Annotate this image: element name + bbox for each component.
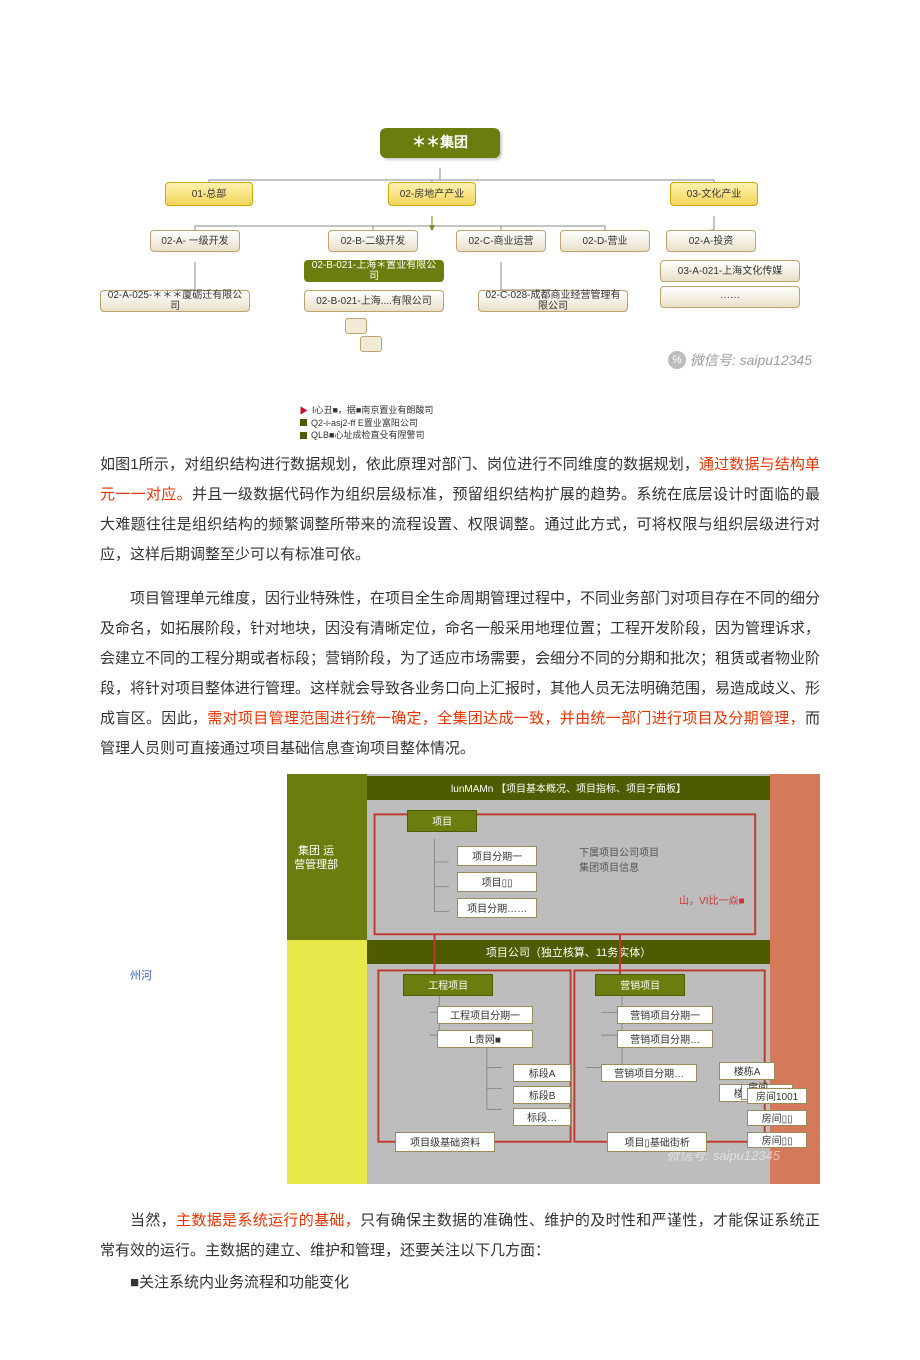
paragraph-3: 当然，主数据是系统运行的基础，只有确保主数据的准确性、维护的及时性和严谨性，才能… (100, 1206, 820, 1266)
fig2-engineering-node: 标段B (513, 1086, 571, 1104)
legend-marker-icon (300, 432, 307, 439)
figure2-side-label: 州河 (130, 967, 187, 983)
org-level1-node: 01-总部 (165, 182, 253, 206)
org-level2-node: 02-C-商业运营 (456, 230, 546, 252)
document-page: ＊＊集团 ℅ 微信号: saipu12345 01-总部 02-房地产产业 03-文… (0, 0, 920, 1360)
wechat-icon: ℅ (668, 351, 686, 369)
fig2-room-node: 房间1001 (747, 1088, 807, 1104)
legend-marker-icon (301, 406, 308, 414)
legend-row: I心丑■，据■南京置业有朗酸司 (300, 404, 820, 417)
legend-row: Q2-i-asj2-ff E置业富阳公司 (300, 417, 820, 430)
org-level4-node: 02-C-028-成都商业经营管理有限公司 (478, 290, 628, 312)
org-level2-node: 02-B-二级开发 (328, 230, 418, 252)
p2-pre: 项目管理单元维度，因行业特殊性，在项目全生命周期管理过程中，不同业务部门对项目存… (100, 590, 820, 727)
p1-pre: 如图1所示，对组织结构进行数据规划，依此原理对部门、岗位进行不同维度的数据规划， (100, 456, 699, 473)
fig2-engineering-node: 工程项目分期一 (437, 1006, 533, 1024)
org-level2-node: 02-D-营业 (560, 230, 650, 252)
org-root-node: ＊＊集团 (380, 128, 500, 158)
legend-marker-icon (300, 419, 307, 426)
fig2-room-node: 房间▯▯ (747, 1110, 807, 1126)
fig2-side-annotation: 下属项目公司项目 集团项目信息 (579, 844, 659, 874)
paragraph-2: 项目管理单元维度，因行业特殊性，在项目全生命周期管理过程中，不同业务部门对项目存… (100, 584, 820, 764)
p2-red: 需对项目管理范围进行统一确定，全集团达成一致，并由统一部门进行项目及分期管理， (207, 710, 805, 727)
bullet-1: ■关注系统内业务流程和功能变化 (100, 1268, 820, 1298)
legend-text: QLB■心址成检直殳有陧警司 (311, 429, 424, 442)
fig2-top-header: lunMAMn 【项目基本概况、项目指标、项目子面板】 (367, 776, 770, 800)
fig2-marketing-head: 营销项目 (595, 974, 685, 996)
fig2-room-node: 房间▯▯ (747, 1132, 807, 1148)
fig2-top-node: 项目 (407, 810, 477, 832)
org-stub-node (345, 318, 367, 334)
fig2-engineering-node: 标段A (513, 1064, 571, 1082)
fig2-engineering-node: 标段… (513, 1108, 571, 1126)
fig2-marketing-node: 营销项目分期一 (617, 1006, 713, 1024)
wechat-watermark: ℅ 微信号: saipu12345 (668, 350, 812, 370)
fig2-top-node: 项目分期…… (457, 898, 537, 918)
org-stub-node (360, 336, 382, 352)
fig2-marketing-node: 营销项目分期… (601, 1064, 697, 1082)
legend-row: QLB■心址成检直殳有陧警司 (300, 429, 820, 442)
fig2-left-caption: 集团 运营管理部 (293, 844, 339, 873)
fig2-engineering-head: 工程项目 (403, 974, 493, 996)
fig2-side-annotation: 山，VI比一焱■ (679, 892, 745, 907)
p3-red: 主数据是系统运行的基础， (176, 1212, 360, 1229)
figure-project-scope: 集团 运营管理部 lunMAMn 【项目基本概况、项目指标、项目子面板】 项目公… (287, 774, 820, 1184)
org-level4-node: 02-A-025-＊＊＊厦砺迁有限公司 (100, 290, 250, 312)
org-level2-node: 02-A- 一级开发 (150, 230, 240, 252)
org-level3-node: 02-B-021-上海....有限公司 (304, 290, 444, 312)
org-level1-node: 02-房地产产业 (388, 182, 476, 206)
fig2-marketing-footer: 项目▯基础街析 (607, 1132, 707, 1152)
paragraph-1: 如图1所示，对组织结构进行数据规划，依此原理对部门、岗位进行不同维度的数据规划，… (100, 450, 820, 570)
fig2-top-node: 项目▯▯ (457, 872, 537, 892)
org-level3-node: 02-B-021-上海＊置业有限公司 (304, 260, 444, 282)
legend-text: I心丑■，据■南京置业有朗酸司 (312, 404, 433, 417)
legend-text: Q2-i-asj2-ff E置业富阳公司 (311, 417, 418, 430)
fig2-mid-header: 项目公司（独立核算、11务实体） (367, 940, 770, 964)
fig2-marketing-node: 楼栋A (719, 1062, 775, 1080)
org-level1-node: 03-文化产业 (670, 182, 758, 206)
figure-org-chart: ＊＊集团 ℅ 微信号: saipu12345 01-总部 02-房地产产业 03-文… (100, 120, 820, 400)
fig2-left-yellow-panel (287, 940, 367, 1184)
wechat-watermark-text: 微信号: saipu12345 (690, 350, 812, 370)
org-root-label: ＊＊集团 (412, 135, 468, 150)
p3-pre: 当然， (130, 1212, 176, 1229)
figure1-legend: I心丑■，据■南京置业有朗酸司Q2-i-asj2-ff E置业富阳公司QLB■心… (300, 404, 820, 442)
fig2-engineering-footer: 项目级基础资料 (395, 1132, 495, 1152)
org-level2-node: 02-A-投资 (666, 230, 756, 252)
fig2-engineering-node: L责网■ (437, 1030, 533, 1048)
p1-post: 并且一级数据代码作为组织层级标准，预留组织结构扩展的趋势。系统在底层设计时面临的… (100, 486, 820, 563)
org-level3-node: ······ (660, 286, 800, 308)
fig2-marketing-node: 营销项目分期… (617, 1030, 713, 1048)
fig2-top-node: 项目分期一 (457, 846, 537, 866)
org-level3-node: 03-A-021-上海文化传媒 (660, 260, 800, 282)
